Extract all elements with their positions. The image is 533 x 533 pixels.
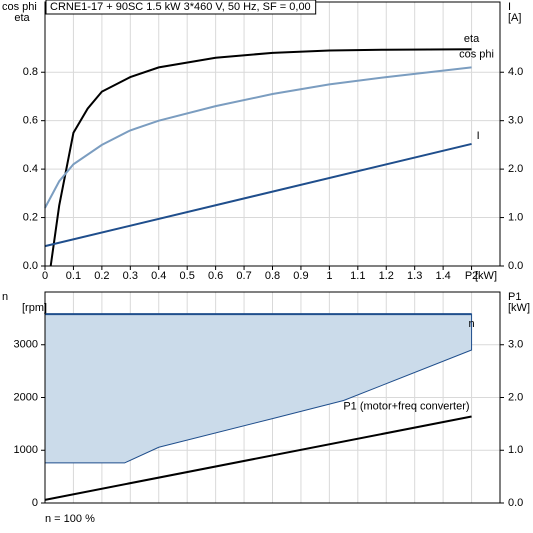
line <box>49 48 472 267</box>
line <box>44 66 472 209</box>
y-tick-label: 0.6 <box>23 115 38 127</box>
y-axis-label: cos phi <box>2 1 37 13</box>
x-tick-label: 1.2 <box>379 270 394 282</box>
y2-tick-label: 2.0 <box>508 163 523 175</box>
y-tick-label: 0.2 <box>23 211 38 223</box>
y2-tick-label: 0.0 <box>508 260 523 272</box>
x-tick-label: 0.6 <box>208 270 223 282</box>
y2-tick-label: 1.0 <box>508 211 523 223</box>
y-tick-label: 1000 <box>14 444 38 456</box>
line <box>44 415 472 501</box>
series-label: I <box>477 130 480 142</box>
chart-title: CRNE1-17 + 90SC 1.5 kW 3*460 V, 50 Hz, S… <box>50 1 311 13</box>
x-tick-label: 0.5 <box>180 270 195 282</box>
y2-axis-label: I <box>508 1 511 13</box>
x-tick-label: 0.4 <box>151 270 166 282</box>
y-tick-label: 3000 <box>14 339 38 351</box>
title-box <box>45 0 317 15</box>
y2-axis-label: P1 <box>508 291 521 303</box>
y2-tick-label: 0.0 <box>508 497 523 509</box>
x-tick-label: 1.4 <box>435 270 450 282</box>
y-tick-label: 0.0 <box>23 260 38 272</box>
series-label: P1 (motor+freq converter) <box>343 400 469 412</box>
y-tick-label: 0.4 <box>23 163 38 175</box>
line <box>44 142 472 248</box>
y2-tick-label: 1.0 <box>508 444 523 456</box>
y-tick-label: 0 <box>32 497 38 509</box>
x-tick-label: P2 <box>465 270 478 282</box>
x-tick-label: 1.1 <box>350 270 365 282</box>
range-area <box>44 313 473 464</box>
y2-tick-label: 2.0 <box>508 391 523 403</box>
y2-tick-label: 4.0 <box>508 66 523 78</box>
y-axis-label: n <box>2 291 8 303</box>
x-tick-label: 0.8 <box>265 270 280 282</box>
y-axis-label: eta <box>14 12 30 24</box>
x-tick-label: 0.9 <box>293 270 308 282</box>
plot-frame <box>44 291 501 504</box>
y2-tick-label: 3.0 <box>508 339 523 351</box>
y2-tick-label: 3.0 <box>508 115 523 127</box>
y2-axis-label: [A] <box>508 12 521 24</box>
x-tick-label: 0 <box>42 270 48 282</box>
series-label: eta <box>464 33 480 45</box>
series-label: n <box>469 318 475 330</box>
y-tick-label: 0.8 <box>23 66 38 78</box>
note: n = 100 % <box>45 513 95 525</box>
x-tick-label: 0.7 <box>236 270 251 282</box>
y-tick-label: 2000 <box>14 391 38 403</box>
x-tick-label: 0.3 <box>123 270 138 282</box>
x-tick-label: 0.2 <box>94 270 109 282</box>
y2-axis-label: [kW] <box>508 302 530 314</box>
x-tick-label: 1.3 <box>407 270 422 282</box>
y-axis-label: [rpm] <box>22 302 47 314</box>
x-tick-label: 0.1 <box>66 270 81 282</box>
x-axis-label: [kW] <box>475 270 497 282</box>
series-label: cos phi <box>459 48 494 60</box>
x-tick-label: 1 <box>326 270 332 282</box>
